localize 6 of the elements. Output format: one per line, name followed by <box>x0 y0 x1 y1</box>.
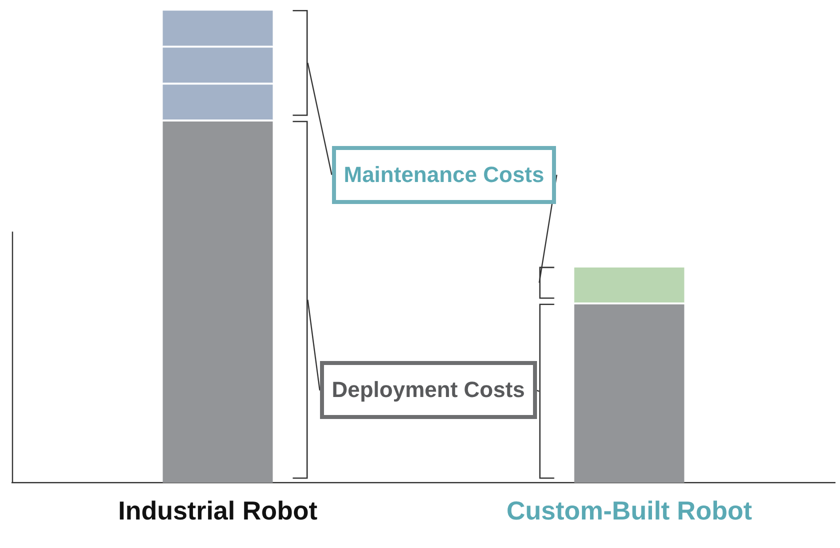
annotation: Maintenance Costs <box>344 162 544 188</box>
callout-box: Deployment Costs <box>320 361 537 420</box>
x-tick-label: Industrial Robot <box>118 496 318 526</box>
annotation: Deployment Costs <box>332 377 525 404</box>
x-tick-label: Custom-Built Robot <box>506 496 752 526</box>
callout-box: Maintenance Costs <box>332 146 556 204</box>
